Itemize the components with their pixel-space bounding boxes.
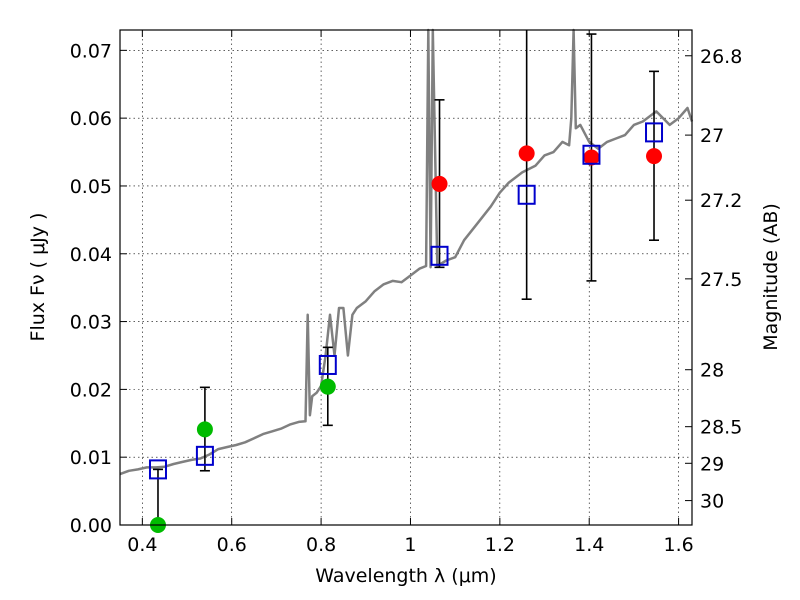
y-tick-label: 0.02 (70, 379, 112, 401)
model-point (195, 445, 214, 466)
photometry-markers (148, 122, 664, 533)
mag-tick-label: 27.5 (700, 269, 742, 291)
mag-tick-label: 28.5 (700, 417, 742, 439)
axis-ticks: 0.4 0.6 0.8 1 1.2 1.4 1.6 0.00 0.01 0.02 0.03 0.04 0… (70, 30, 742, 556)
x-tick-label: 0.8 (306, 534, 336, 556)
x-tick-label: 1 (404, 534, 416, 556)
y-tick-label: 0.07 (70, 40, 112, 62)
mag-tick-label: 27.2 (700, 190, 742, 212)
y-tick-label: 0.06 (70, 108, 112, 130)
gridlines (120, 30, 692, 526)
x-axis-label: Wavelength λ (μm) (315, 565, 496, 587)
spectrum-line (119, 28, 694, 476)
data-point (518, 145, 535, 162)
mag-tick-label: 26.8 (700, 46, 742, 68)
y-axis-label: Flux Fν ( μJy ) (27, 213, 49, 342)
mag-tick-label: 29 (700, 453, 724, 475)
y-tick-label: 0.03 (70, 312, 112, 334)
y-tick-label: 0.01 (70, 447, 112, 469)
data-point (431, 175, 448, 192)
x-tick-label: 1.6 (663, 534, 693, 556)
model-spectrum (119, 28, 694, 476)
mag-tick-label: 28 (700, 360, 724, 382)
model-point (517, 184, 536, 205)
data-point (196, 421, 213, 438)
x-tick-label: 0.6 (217, 534, 247, 556)
data-point (583, 149, 600, 166)
model-point (148, 459, 167, 480)
y-tick-label: 0.00 (70, 515, 112, 537)
x-tick-label: 1.4 (574, 534, 604, 556)
data-point (646, 148, 663, 165)
model-point (430, 245, 449, 266)
y-tick-label: 0.05 (70, 176, 112, 198)
data-point (319, 378, 336, 395)
mag-tick-label: 30 (700, 491, 724, 513)
y2-axis-label: Magnitude (AB) (760, 203, 782, 351)
y-tick-label: 0.04 (70, 244, 112, 266)
x-tick-label: 0.4 (127, 534, 157, 556)
model-point (318, 354, 337, 375)
mag-tick-label: 27 (700, 125, 724, 147)
model-point (645, 122, 664, 143)
plot-frame (119, 29, 693, 526)
model-point (582, 144, 601, 165)
x-tick-label: 1.2 (485, 534, 515, 556)
